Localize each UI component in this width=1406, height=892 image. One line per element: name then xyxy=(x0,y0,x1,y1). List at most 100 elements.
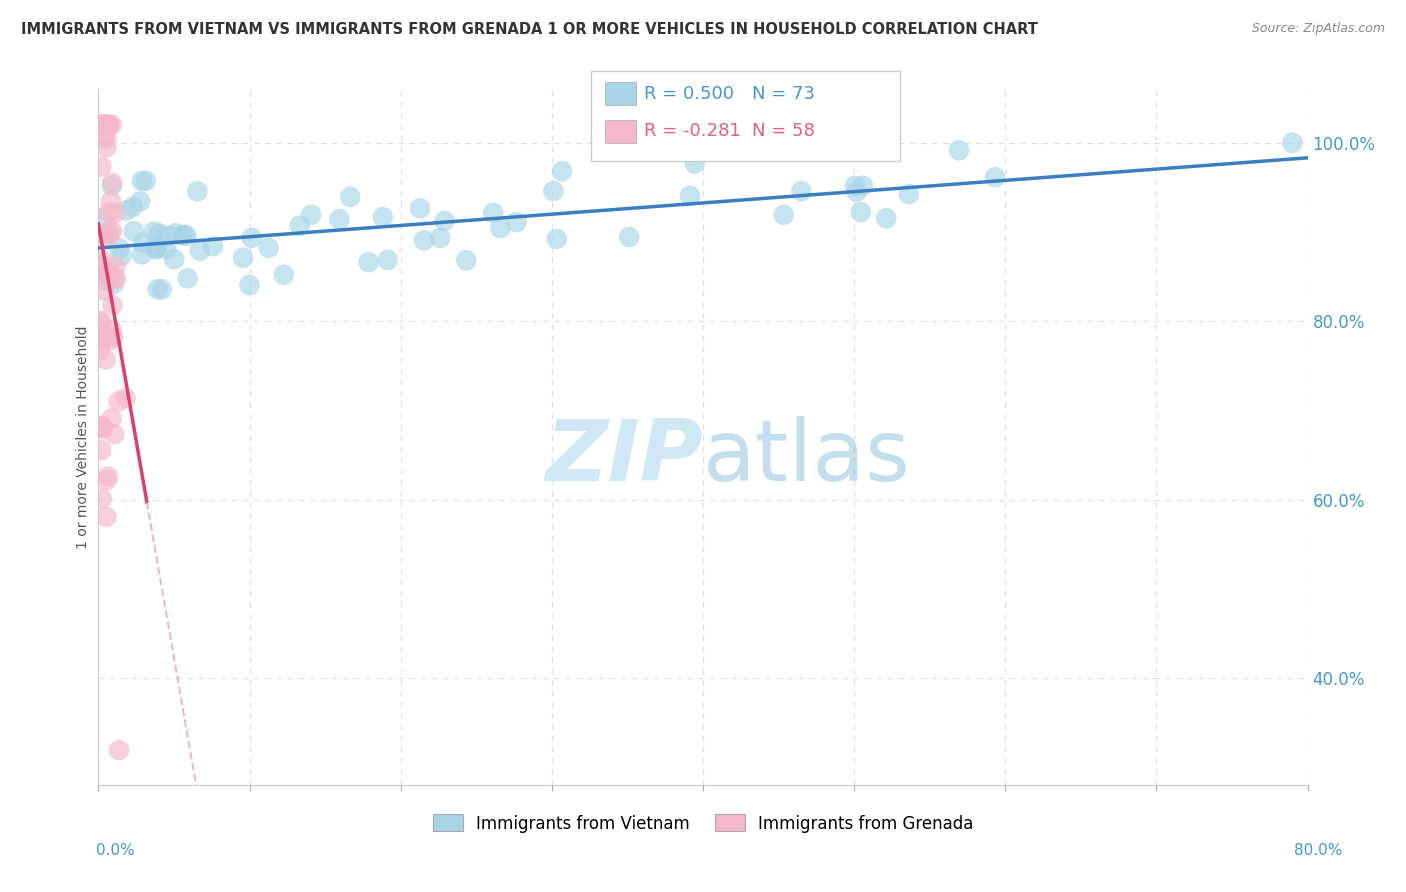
Point xyxy=(97,226,120,240)
Point xyxy=(90,118,112,132)
Point xyxy=(413,233,436,247)
Point xyxy=(98,226,121,240)
Point xyxy=(299,208,322,222)
Point xyxy=(94,268,117,283)
Point xyxy=(186,184,208,198)
Point xyxy=(91,211,114,226)
Point xyxy=(790,185,813,199)
Point xyxy=(176,271,198,285)
Point xyxy=(100,333,122,347)
Point xyxy=(132,235,155,250)
Point xyxy=(104,206,127,220)
Point xyxy=(163,252,186,267)
Point xyxy=(288,219,311,233)
Point xyxy=(948,144,970,158)
Point xyxy=(107,394,129,409)
Point xyxy=(89,118,111,132)
Point xyxy=(90,420,112,434)
Point xyxy=(238,278,260,293)
Point xyxy=(240,231,263,245)
Point xyxy=(90,443,112,458)
Point xyxy=(489,221,512,235)
Point xyxy=(679,189,702,203)
Point xyxy=(93,273,115,287)
Point xyxy=(131,247,153,261)
Text: IMMIGRANTS FROM VIETNAM VS IMMIGRANTS FROM GRENADA 1 OR MORE VEHICLES IN HOUSEHO: IMMIGRANTS FROM VIETNAM VS IMMIGRANTS FR… xyxy=(21,22,1038,37)
Text: N = 58: N = 58 xyxy=(752,122,815,140)
Point xyxy=(135,174,157,188)
Point xyxy=(546,232,568,246)
Point xyxy=(108,241,131,255)
Point xyxy=(155,243,177,257)
Point xyxy=(456,253,478,268)
Point xyxy=(505,215,527,229)
Point xyxy=(91,118,114,132)
Point xyxy=(101,323,124,337)
Point xyxy=(100,411,122,425)
Point xyxy=(170,228,193,243)
Point xyxy=(145,241,167,255)
Point xyxy=(90,160,112,174)
Point xyxy=(94,352,117,367)
Point xyxy=(146,282,169,296)
Point xyxy=(173,227,195,242)
Point xyxy=(96,140,118,154)
Point xyxy=(377,252,399,267)
Point xyxy=(103,427,125,442)
Point xyxy=(108,743,131,757)
Point xyxy=(89,314,111,328)
Point xyxy=(90,316,112,330)
Point xyxy=(257,241,280,255)
Point xyxy=(551,164,574,178)
Point xyxy=(433,214,456,228)
Point xyxy=(121,200,143,214)
Point xyxy=(115,203,138,218)
Point xyxy=(103,330,125,344)
Point xyxy=(339,190,361,204)
Point xyxy=(98,264,121,278)
Point xyxy=(683,156,706,170)
Text: R = -0.281: R = -0.281 xyxy=(644,122,741,140)
Point xyxy=(89,343,111,358)
Point xyxy=(105,272,128,286)
Point xyxy=(114,391,136,405)
Point xyxy=(897,187,920,202)
Point xyxy=(94,118,117,132)
Point xyxy=(91,267,114,281)
Point xyxy=(97,118,120,132)
Point xyxy=(93,284,115,298)
Point xyxy=(845,185,868,199)
Point xyxy=(165,226,187,240)
Point xyxy=(844,178,866,193)
Point xyxy=(97,469,120,483)
Point xyxy=(89,118,111,132)
Point xyxy=(849,205,872,219)
Point xyxy=(89,118,111,132)
Point xyxy=(145,243,167,257)
Point xyxy=(129,194,152,209)
Point xyxy=(101,176,124,190)
Point xyxy=(91,228,114,243)
Point xyxy=(232,251,254,265)
Legend: Immigrants from Vietnam, Immigrants from Grenada: Immigrants from Vietnam, Immigrants from… xyxy=(426,808,980,839)
Point xyxy=(90,418,112,433)
Point xyxy=(482,206,505,220)
Point xyxy=(93,118,115,132)
Point xyxy=(619,230,641,244)
Point xyxy=(89,333,111,347)
Point xyxy=(188,244,211,258)
Point xyxy=(122,224,145,238)
Text: Source: ZipAtlas.com: Source: ZipAtlas.com xyxy=(1251,22,1385,36)
Point xyxy=(93,118,115,132)
Point xyxy=(328,212,350,227)
Text: 80.0%: 80.0% xyxy=(1295,843,1343,858)
Point xyxy=(101,224,124,238)
Point xyxy=(1281,136,1303,150)
Point xyxy=(89,118,111,132)
Text: atlas: atlas xyxy=(703,417,911,500)
Point xyxy=(103,277,125,291)
Point xyxy=(96,473,118,487)
Point xyxy=(143,225,166,239)
Point xyxy=(91,253,114,268)
Point xyxy=(100,178,122,193)
